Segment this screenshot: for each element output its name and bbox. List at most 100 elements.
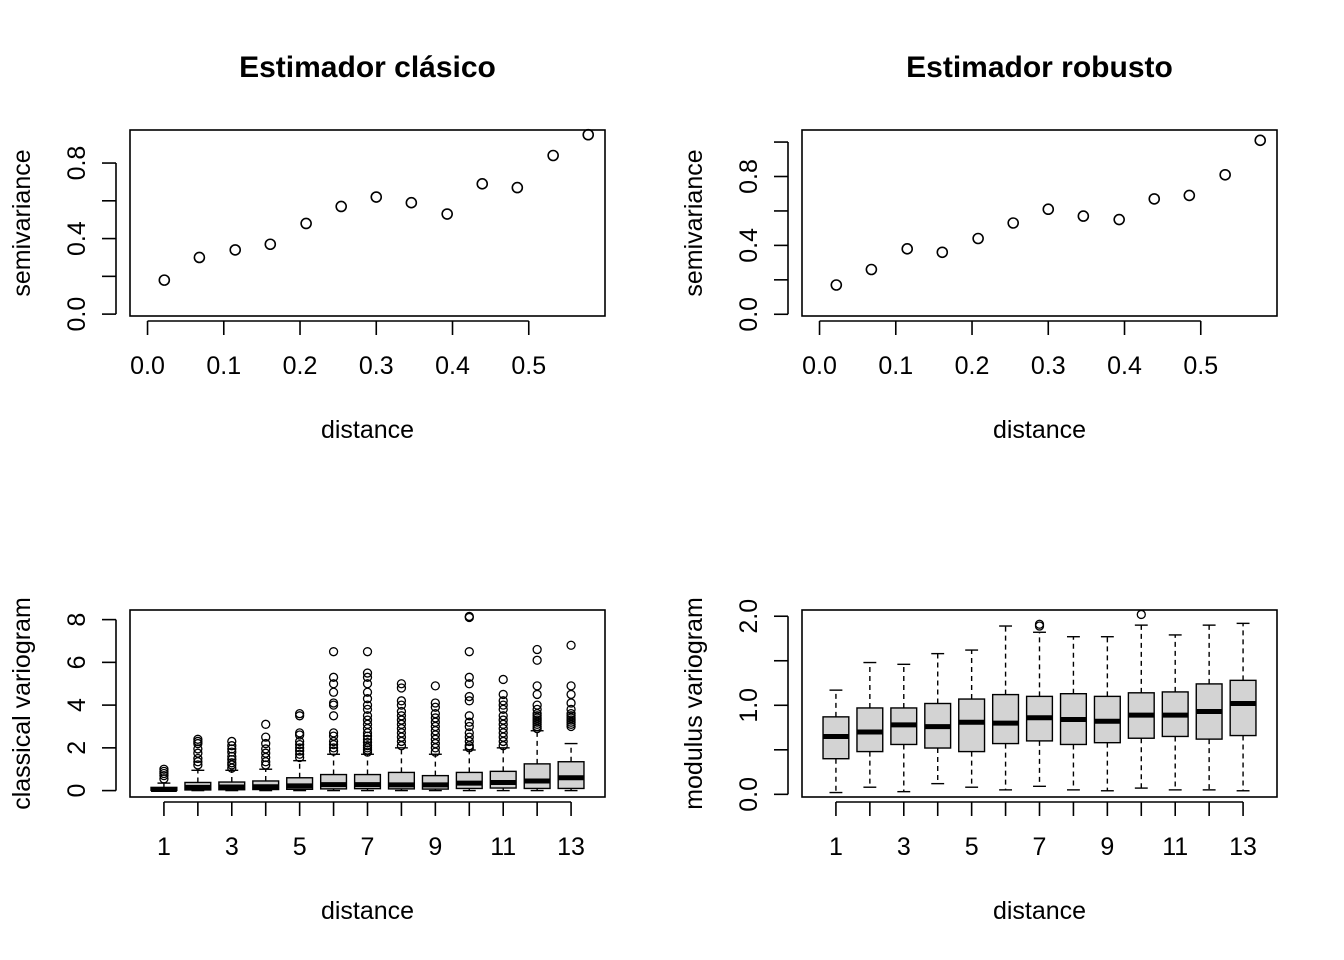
plot-frame <box>129 609 606 798</box>
outlier-point <box>193 760 203 770</box>
x-tick-label: 9 <box>1100 833 1114 861</box>
outlier-point <box>328 711 339 721</box>
outlier-point <box>464 672 474 682</box>
panel-classical-scatter: Estimador clásico distance semivariance 0.0… <box>8 51 606 444</box>
x-axis-label: distance <box>993 897 1086 925</box>
y-tick-label: 0.8 <box>735 159 763 194</box>
data-point <box>476 178 489 190</box>
x-tick-label: 13 <box>557 833 585 861</box>
outlier-point <box>430 698 441 708</box>
x-tick-label: 1 <box>829 833 843 861</box>
outlier-point <box>396 679 407 689</box>
box-iqr <box>523 763 551 790</box>
outlier-point <box>464 679 474 689</box>
x-tick-label: 0.3 <box>1031 352 1066 380</box>
y-tick-label: 6 <box>63 655 91 669</box>
outlier-point <box>362 715 373 725</box>
outlier-point <box>566 709 576 719</box>
outlier-point <box>464 717 474 727</box>
outlier-point <box>294 709 305 719</box>
outlier-point <box>227 747 237 757</box>
outlier-point <box>464 721 474 732</box>
data-point <box>1042 203 1055 216</box>
outlier-point <box>294 728 305 738</box>
outlier-point <box>532 644 542 655</box>
x-tick-label: 0.4 <box>435 352 470 380</box>
data-point <box>582 128 595 141</box>
outlier-point <box>193 748 203 758</box>
outlier-point <box>532 655 542 665</box>
data-point <box>1113 213 1125 226</box>
y-tick-label: 4 <box>63 698 91 712</box>
data-point <box>1219 168 1231 181</box>
outlier-point <box>430 702 441 712</box>
outlier-point <box>566 689 576 700</box>
data-point <box>1183 189 1196 202</box>
data-point <box>193 251 206 264</box>
outlier-point <box>261 719 271 729</box>
data-point <box>405 196 418 209</box>
x-tick-label: 3 <box>225 833 239 861</box>
outlier-point <box>1136 609 1146 620</box>
outlier-point <box>566 704 576 715</box>
y-axis-label: classical variogram <box>8 597 36 810</box>
y-tick-label: 8 <box>63 613 91 627</box>
outlier-point <box>159 764 169 774</box>
outlier-point <box>193 734 203 744</box>
outlier-point <box>498 689 508 700</box>
outlier-point <box>362 672 373 682</box>
outlier-point <box>227 758 237 768</box>
outlier-point <box>396 696 407 706</box>
outlier-point <box>294 746 305 756</box>
data-point <box>1254 134 1267 147</box>
data-point <box>264 238 277 251</box>
x-tick-label: 0.1 <box>206 352 241 380</box>
outlier-point <box>328 647 339 657</box>
data-point <box>370 191 383 203</box>
outlier-point <box>362 668 373 678</box>
outlier-point <box>362 647 373 657</box>
box-iqr <box>991 693 1020 745</box>
box-iqr <box>557 761 585 790</box>
panel-robust-scatter: Estimador robusto distance semivariance 0.0… <box>680 51 1278 444</box>
outlier-point <box>328 679 339 689</box>
outlier-point <box>396 711 407 721</box>
data-point <box>511 181 524 194</box>
outlier-point <box>532 704 542 715</box>
x-tick-label: 0.3 <box>359 352 394 380</box>
outlier-point <box>294 739 305 750</box>
data-point <box>1007 217 1019 229</box>
outlier-point <box>294 743 305 753</box>
y-tick-label: 0.4 <box>735 228 763 263</box>
outlier-point <box>498 674 508 685</box>
outlier-point <box>362 737 373 748</box>
data-point <box>158 274 171 286</box>
outlier-point <box>430 713 441 723</box>
outlier-point <box>193 753 203 764</box>
data-point <box>901 243 914 255</box>
x-tick-label: 0.2 <box>955 352 990 380</box>
box-iqr <box>489 770 517 789</box>
outlier-point <box>294 749 305 759</box>
outlier-point <box>328 672 339 682</box>
outlier-point <box>532 689 542 700</box>
x-tick-label: 13 <box>1229 833 1257 861</box>
outlier-point <box>498 696 508 706</box>
data-point <box>229 244 242 256</box>
x-tick-label: 5 <box>293 833 307 861</box>
x-tick-label: 0.2 <box>283 352 318 380</box>
outlier-point <box>328 687 339 697</box>
x-axis-label: distance <box>321 416 414 444</box>
outlier-point <box>498 711 508 721</box>
x-tick-label: 3 <box>897 833 911 861</box>
data-point <box>300 217 312 230</box>
x-tick-label: 7 <box>1033 833 1047 861</box>
outlier-point <box>430 709 441 719</box>
outlier-point <box>566 681 576 691</box>
outlier-point <box>261 738 271 749</box>
data-point <box>936 246 949 259</box>
x-tick-label: 5 <box>965 833 979 861</box>
outlier-point <box>261 748 271 758</box>
outlier-point <box>566 640 576 650</box>
